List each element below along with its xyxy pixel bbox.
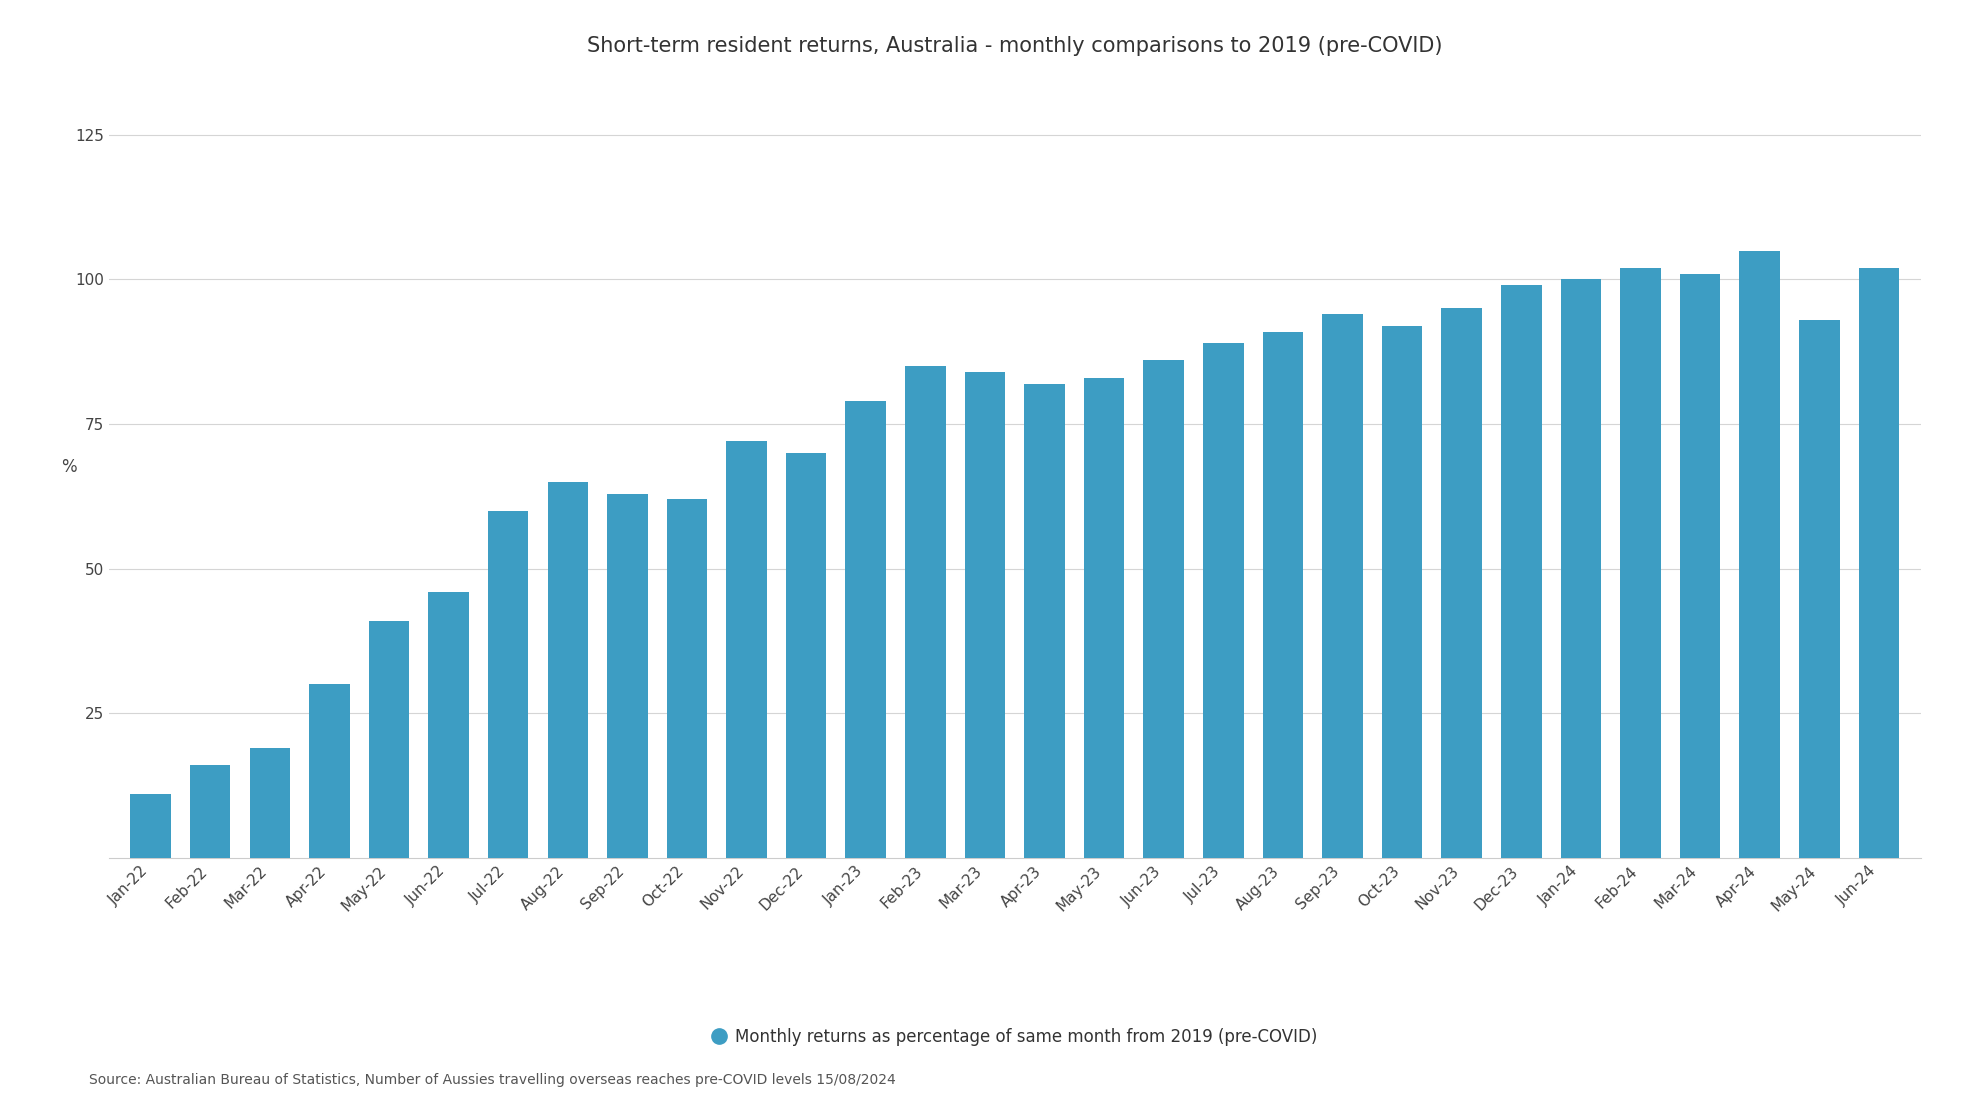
Bar xyxy=(1620,268,1661,858)
Bar xyxy=(1024,384,1065,858)
Bar xyxy=(1382,326,1422,858)
Bar xyxy=(190,766,230,858)
Bar xyxy=(1501,285,1542,858)
Bar xyxy=(1144,361,1184,858)
Bar xyxy=(1441,308,1481,858)
Bar xyxy=(487,510,529,858)
Y-axis label: %: % xyxy=(61,459,77,476)
Bar xyxy=(131,794,170,858)
Bar xyxy=(1083,377,1125,858)
Text: Source: Australian Bureau of Statistics, Number of Aussies travelling overseas r: Source: Australian Bureau of Statistics,… xyxy=(89,1072,895,1087)
Bar xyxy=(1859,268,1899,858)
Bar xyxy=(548,482,588,858)
Bar xyxy=(727,441,766,858)
Bar xyxy=(905,366,946,858)
Bar xyxy=(249,748,289,858)
Legend: Monthly returns as percentage of same month from 2019 (pre-COVID): Monthly returns as percentage of same mo… xyxy=(705,1022,1325,1053)
Bar xyxy=(1679,274,1721,858)
Bar xyxy=(1204,343,1243,858)
Bar xyxy=(608,494,647,858)
Bar xyxy=(309,684,350,858)
Bar xyxy=(368,620,410,858)
Bar xyxy=(1323,315,1362,858)
Bar xyxy=(845,402,885,858)
Bar xyxy=(786,453,826,858)
Bar xyxy=(964,372,1006,858)
Bar xyxy=(428,592,469,858)
Bar xyxy=(1800,320,1839,858)
Bar xyxy=(667,499,707,858)
Bar xyxy=(1263,331,1303,858)
Bar xyxy=(1738,251,1780,858)
Title: Short-term resident returns, Australia - monthly comparisons to 2019 (pre-COVID): Short-term resident returns, Australia -… xyxy=(586,36,1443,56)
Bar xyxy=(1560,279,1602,858)
